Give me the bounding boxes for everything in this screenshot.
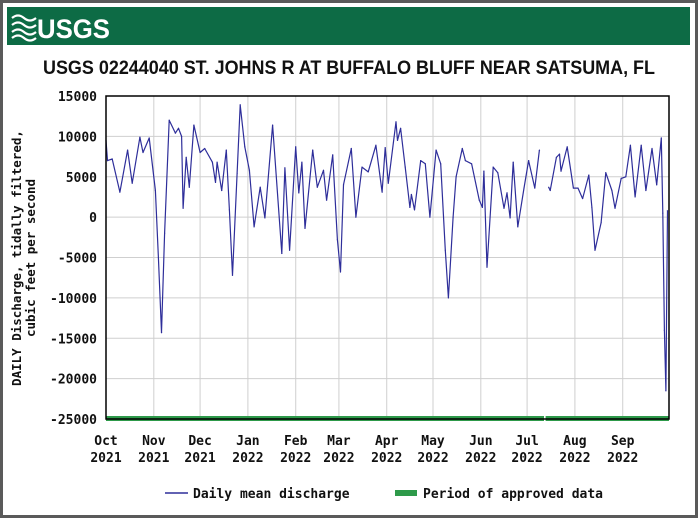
y-tick-label: -25000 [50, 413, 97, 428]
x-tick-month: May [421, 434, 445, 449]
x-tick-month: Jun [469, 434, 492, 449]
usgs-logo: USGS [11, 14, 110, 44]
x-tick-year: 2022 [371, 451, 402, 466]
plot-border [105, 95, 670, 420]
x-tick-month: Jul [515, 434, 538, 449]
x-tick-month: Mar [327, 434, 351, 449]
usgs-header-banner: USGS [7, 7, 690, 45]
discharge-chart: USGS USGS 02244040 ST. JOHNS R AT BUFFAL… [7, 7, 690, 502]
x-tick-year: 2022 [465, 451, 496, 466]
x-tick-year: 2021 [90, 451, 121, 466]
x-axis-ticks: Oct 2021 Nov 2021 Dec 2021 Jan 2022 Feb 2022 Mar 20… [90, 434, 638, 466]
discharge-series [105, 104, 669, 392]
x-tick-month: Sep [611, 434, 635, 449]
x-tick-year: 2021 [138, 451, 169, 466]
legend-label-approved: Period of approved data [423, 487, 603, 502]
x-tick-year: 2022 [280, 451, 311, 466]
x-tick-month: Dec [188, 434, 211, 449]
legend-swatch-approved [395, 490, 417, 496]
y-tick-label: -5000 [58, 252, 97, 267]
legend-label-discharge: Daily mean discharge [193, 487, 350, 502]
y-tick-label: 15000 [58, 90, 97, 105]
usgs-logo-text: USGS [37, 14, 110, 44]
x-tick-year: 2022 [323, 451, 354, 466]
y-tick-label: -15000 [50, 332, 97, 347]
y-tick-label: 5000 [66, 171, 97, 186]
grid [106, 95, 669, 420]
y-axis-label: DAILY Discharge, tidally filtered, cubic… [9, 130, 38, 386]
discharge-line-segment [105, 104, 540, 334]
chart-title: USGS 02244040 ST. JOHNS R AT BUFFALO BLU… [43, 58, 655, 79]
x-tick-year: 2021 [184, 451, 215, 466]
x-tick-month: Oct [94, 434, 117, 449]
x-tick-year: 2022 [232, 451, 263, 466]
y-tick-label: -10000 [50, 292, 97, 307]
y-tick-label: 10000 [58, 130, 97, 145]
x-tick-month: Nov [142, 434, 166, 449]
y-tick-label: 0 [89, 211, 97, 226]
x-tick-month: Apr [375, 434, 399, 449]
legend: Daily mean discharge Period of approved … [165, 487, 603, 502]
x-tick-year: 2022 [559, 451, 590, 466]
x-tick-year: 2022 [417, 451, 448, 466]
y-axis-label-line-1: DAILY Discharge, tidally filtered, [9, 130, 24, 386]
y-axis-label-line-2: cubic feet per second [23, 179, 38, 337]
header-bar [7, 7, 690, 45]
x-tick-month: Feb [284, 434, 308, 449]
x-tick-year: 2022 [607, 451, 638, 466]
x-tick-year: 2022 [511, 451, 542, 466]
discharge-line-segment [548, 137, 669, 392]
x-tick-month: Jan [236, 434, 259, 449]
usgs-wave-icon [11, 14, 37, 42]
y-axis-ticks: 15000 10000 5000 0 -5000 -10000 -15000 -20000 -2… [50, 90, 97, 428]
y-tick-label: -20000 [50, 373, 97, 388]
x-tick-month: Aug [563, 434, 586, 449]
